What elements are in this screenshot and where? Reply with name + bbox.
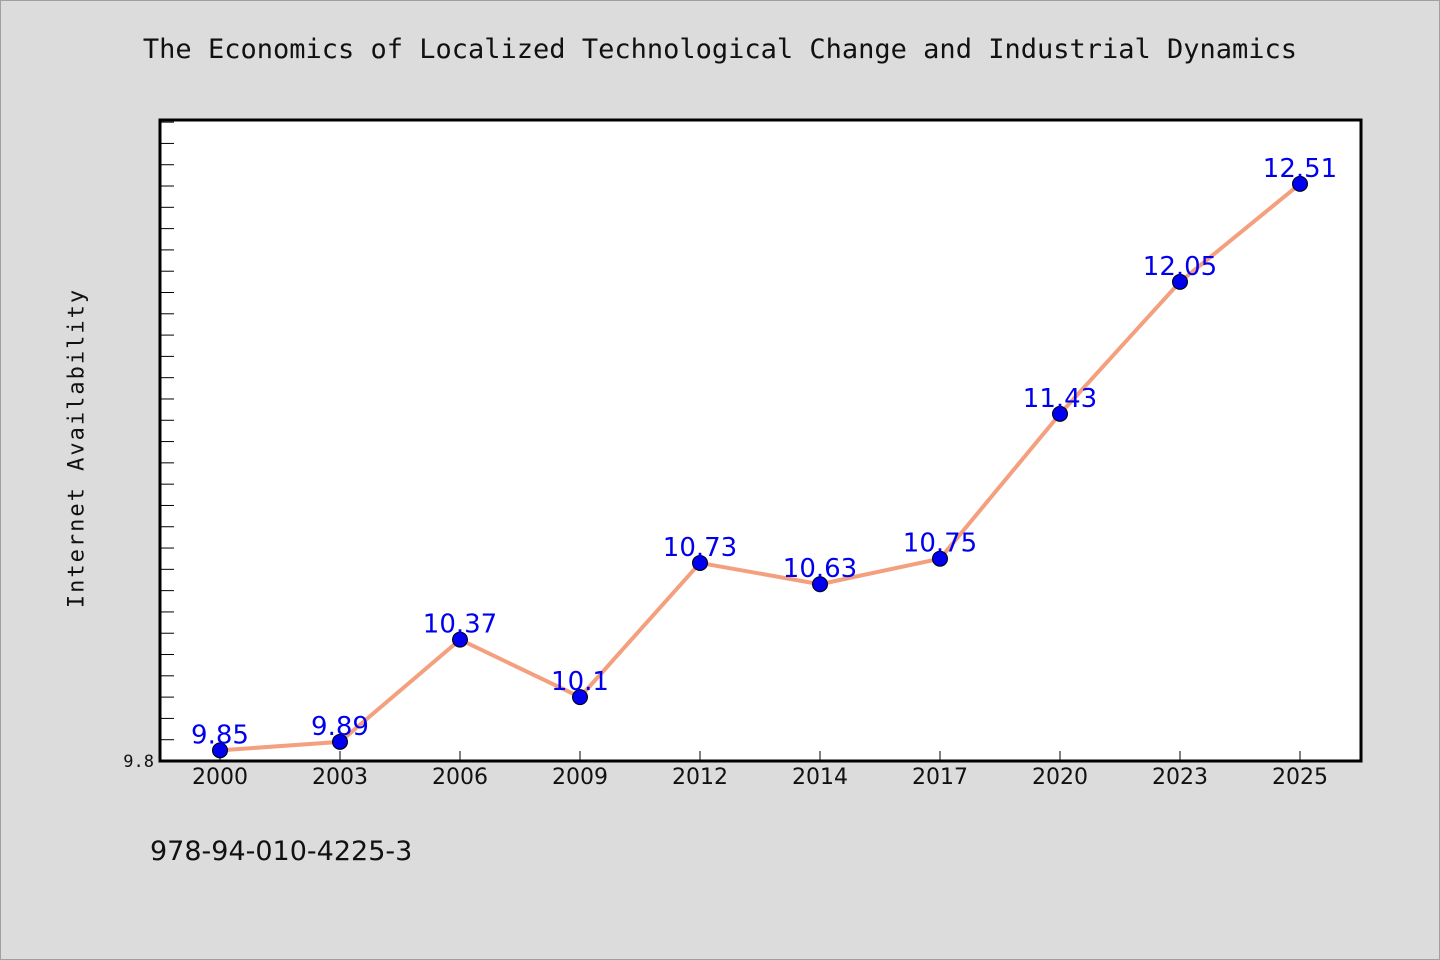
data-point — [932, 550, 948, 567]
series-line — [219, 182, 1302, 753]
data-label: 9.85 — [191, 720, 249, 750]
x-tick-label: 2020 — [1032, 765, 1088, 790]
x-tick-label: 2006 — [432, 765, 488, 790]
data-point — [332, 733, 348, 750]
data-point — [452, 631, 468, 648]
footer-isbn: 978-94-010-4225-3 — [150, 836, 413, 867]
data-label: 11.43 — [1023, 384, 1097, 414]
x-tick-label: 2014 — [792, 765, 848, 790]
data-labels: 9.85 9.89 10.37 10.1 10.73 10.63 10.75 11.43 12.… — [191, 154, 1337, 750]
data-point — [692, 554, 708, 571]
data-point — [572, 689, 588, 706]
data-point — [812, 576, 828, 593]
x-tick-label: 2017 — [912, 765, 968, 790]
x-tick-label: 2012 — [672, 765, 728, 790]
x-tick-label: 2009 — [552, 765, 608, 790]
x-tick-label: 2000 — [192, 765, 248, 790]
data-point — [1052, 405, 1068, 422]
data-label: 9.89 — [311, 712, 369, 742]
data-label: 12.51 — [1263, 154, 1337, 184]
x-tick-label: 2023 — [1152, 765, 1208, 790]
data-point — [1172, 273, 1188, 290]
data-label: 10.63 — [783, 554, 857, 584]
series-markers — [212, 175, 1308, 759]
y-axis-ticks: 9.8 — [123, 121, 174, 772]
data-label: 12.05 — [1143, 252, 1217, 282]
data-label: 10.1 — [551, 667, 609, 697]
y-tick-label: 9.8 — [123, 752, 154, 772]
data-label: 10.37 — [423, 610, 497, 640]
x-tick-label: 2025 — [1272, 765, 1328, 790]
x-tick-label: 2003 — [312, 765, 368, 790]
data-point — [1292, 175, 1308, 192]
data-point — [212, 742, 228, 759]
chart-title: The Economics of Localized Technological… — [142, 34, 1298, 65]
data-label: 10.73 — [663, 533, 737, 563]
data-label: 10.75 — [903, 529, 977, 559]
x-axis-tick-labels: 2000 2003 2006 2009 2012 2014 2017 2020 2023 2025 — [192, 751, 1328, 790]
plot-background — [158, 118, 1363, 763]
series-line-group — [219, 182, 1302, 753]
